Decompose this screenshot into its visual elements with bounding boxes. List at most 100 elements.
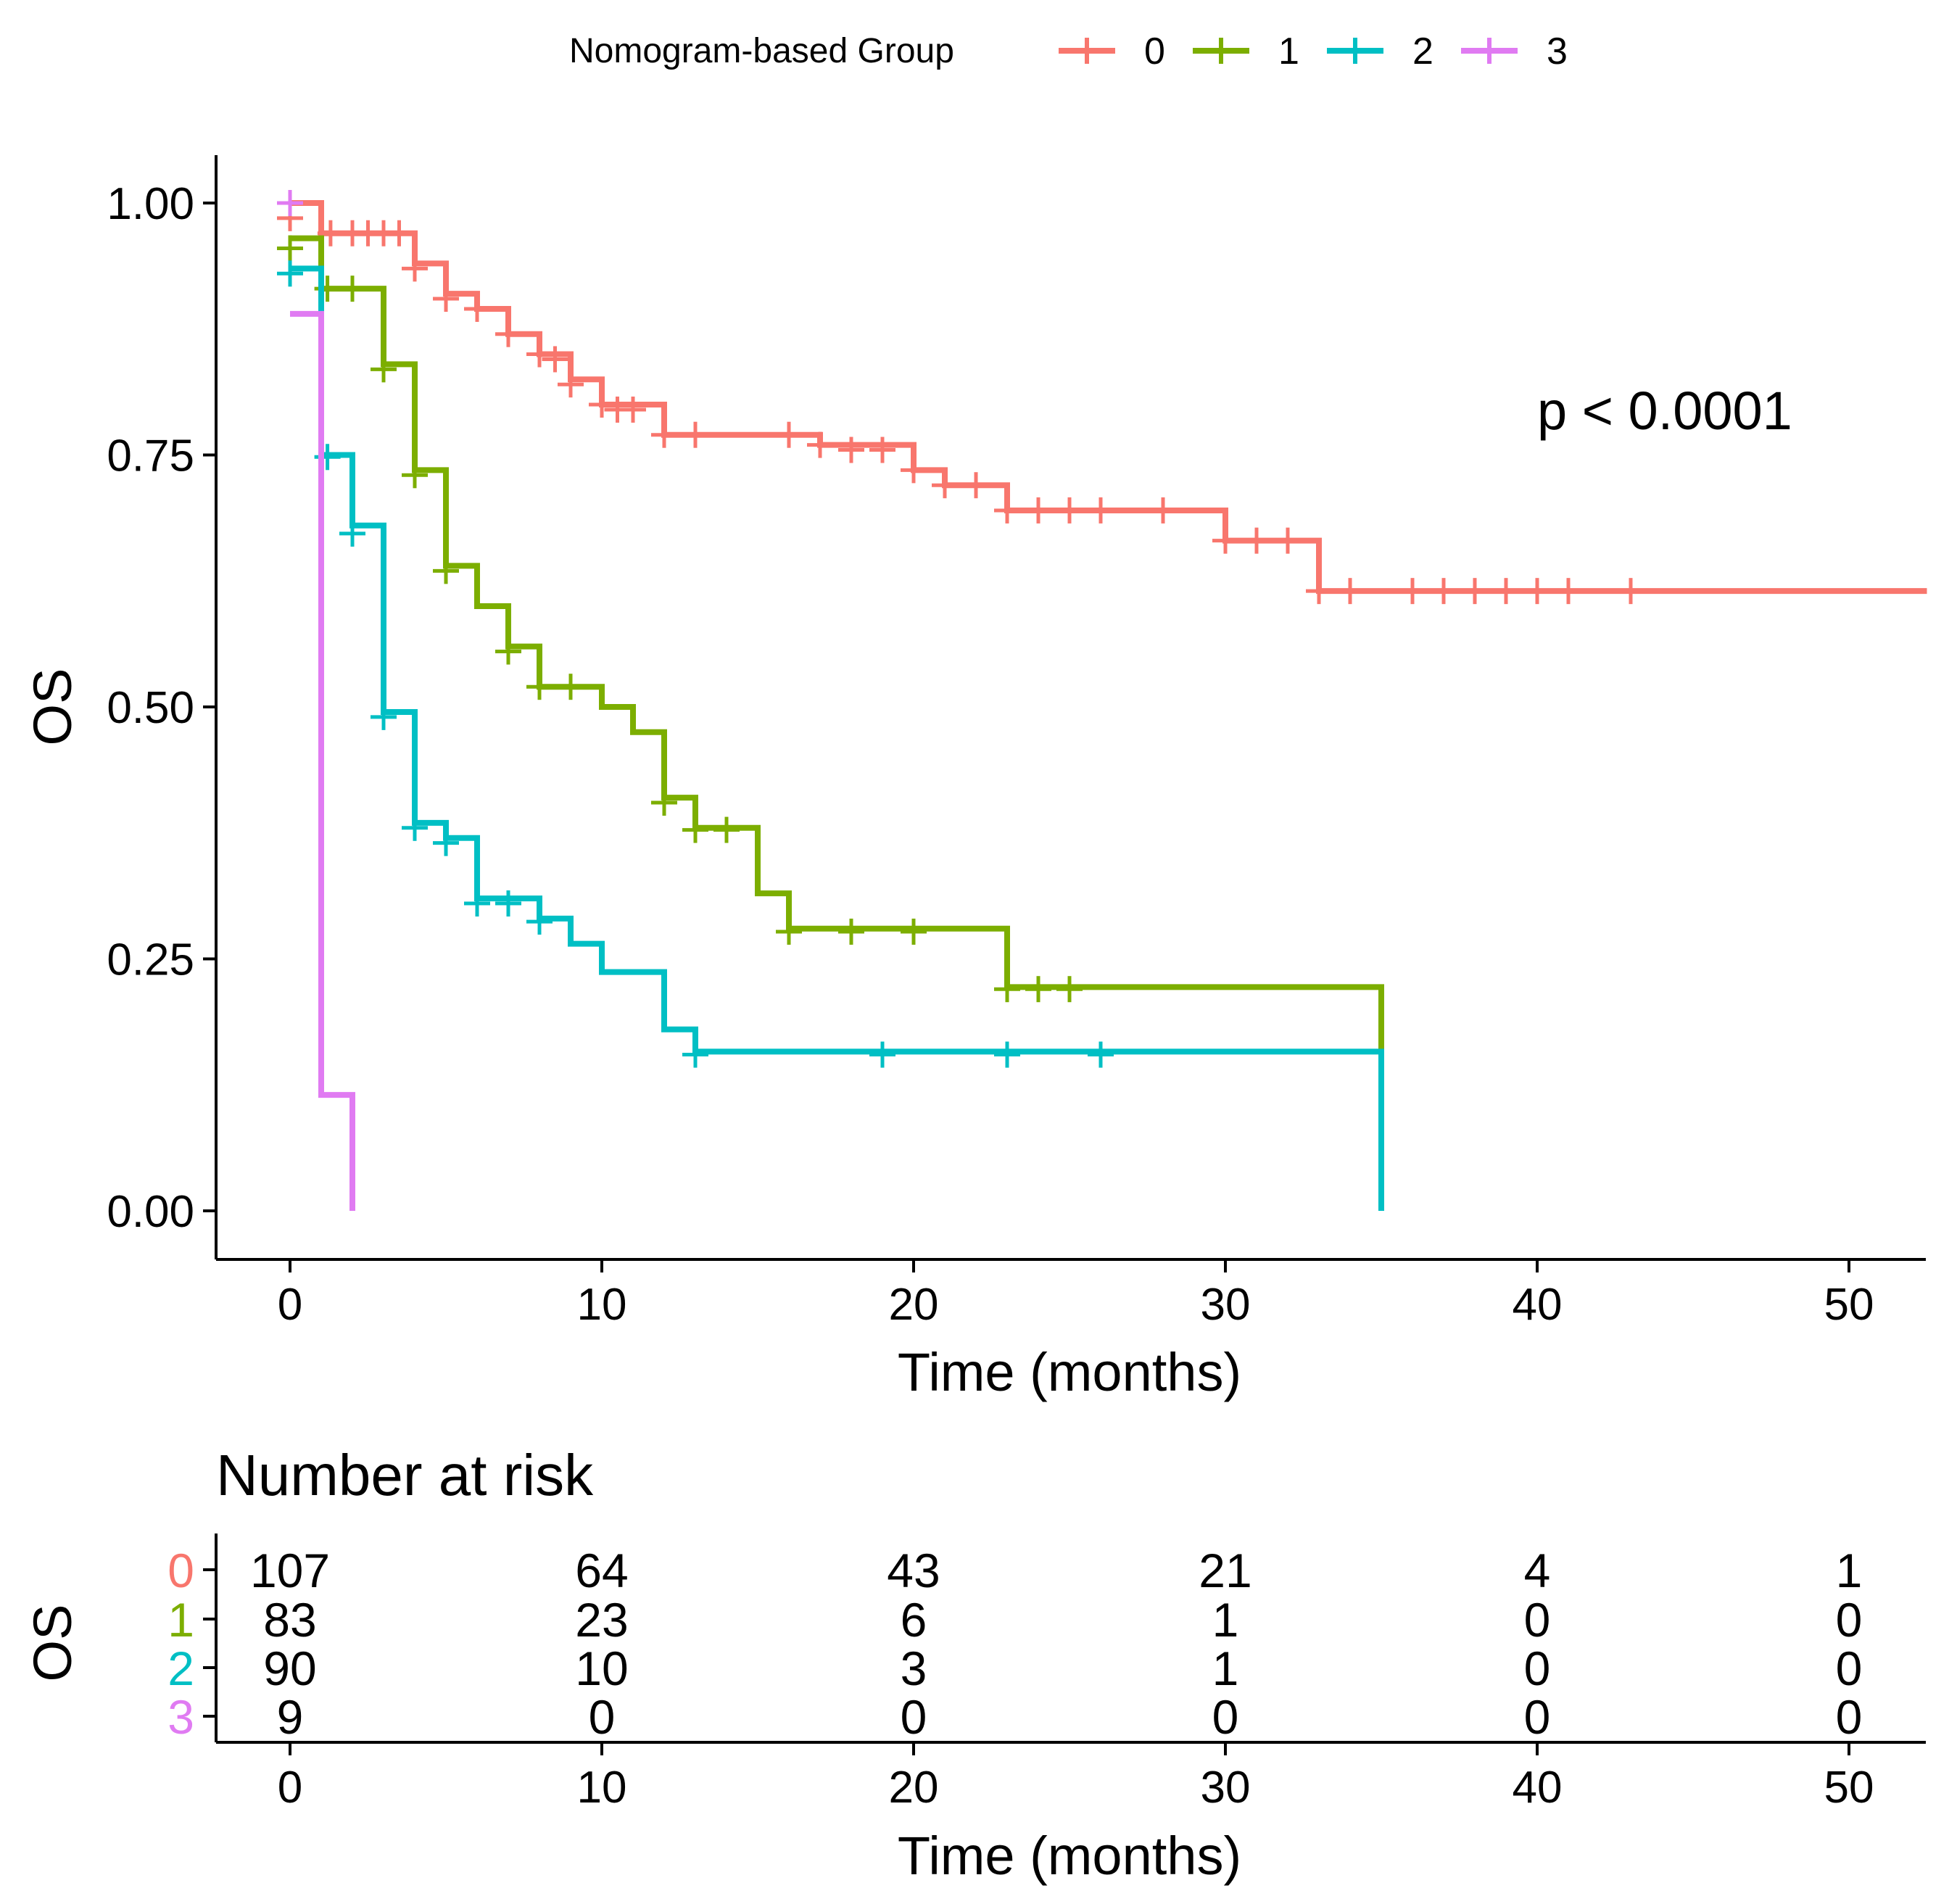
censor-mark-1: [277, 235, 303, 262]
censor-mark-0: [464, 295, 490, 322]
censor-mark-0: [1493, 578, 1519, 605]
censor-mark-2: [1088, 1041, 1114, 1068]
series-2: [277, 260, 1384, 1211]
risk-count: 0: [1524, 1593, 1551, 1647]
censor-mark-1: [526, 674, 553, 700]
censor-mark-0: [589, 392, 615, 418]
censor-mark-0: [901, 457, 927, 484]
risk-count: 83: [263, 1593, 316, 1647]
risk-count: 9: [277, 1690, 304, 1744]
risk-count: 4: [1524, 1544, 1551, 1597]
censor-mark-0: [651, 421, 677, 448]
series-0: [277, 200, 1927, 605]
censor-mark-0: [1088, 497, 1114, 523]
legend-label-0: 0: [1144, 30, 1165, 73]
censor-mark-2: [526, 908, 553, 935]
risk-count: 107: [250, 1544, 330, 1597]
censor-mark-2: [433, 829, 459, 856]
censor-mark-2: [682, 1041, 708, 1068]
x-tick-label: 40: [1513, 1280, 1563, 1330]
censor-mark-0: [1275, 527, 1301, 554]
censor-mark-0: [1337, 578, 1363, 605]
censor-mark-1: [651, 790, 677, 816]
censor-mark-0: [558, 371, 584, 398]
censor-mark-1: [1025, 976, 1051, 1003]
censor-mark-1: [558, 674, 584, 700]
x-tick-label: 20: [889, 1280, 939, 1330]
legend-label-1: 1: [1278, 30, 1299, 73]
risk-count: 90: [263, 1642, 316, 1695]
risk-count: 1: [1836, 1544, 1863, 1597]
censor-mark-2: [869, 1041, 895, 1068]
censor-mark-2: [495, 890, 521, 917]
risk-count: 0: [901, 1690, 927, 1744]
legend-label-3: 3: [1547, 30, 1568, 73]
censor-mark-0: [776, 421, 802, 448]
censor-mark-3: [277, 190, 303, 216]
censor-mark-0: [1618, 578, 1644, 605]
censor-mark-1: [838, 918, 864, 945]
censor-mark-0: [932, 472, 958, 499]
censor-mark-0: [1555, 578, 1581, 605]
risk-x-tick-label: 0: [278, 1763, 302, 1813]
y-tick-label: 0.50: [107, 683, 194, 733]
risk-x-tick-label: 20: [889, 1763, 939, 1813]
censor-mark-0: [682, 421, 708, 448]
risk-count: 1: [1212, 1593, 1239, 1647]
censor-mark-0: [963, 472, 989, 499]
censor-mark-0: [620, 396, 646, 423]
censor-mark-1: [682, 816, 708, 843]
risk-table-title: Number at risk: [216, 1443, 594, 1507]
censor-mark-1: [713, 816, 740, 843]
risk-count: 1: [1212, 1642, 1239, 1695]
p-value-annotation: p < 0.0001: [1537, 381, 1792, 441]
x-tick-label: 50: [1824, 1280, 1874, 1330]
censor-mark-1: [339, 276, 365, 302]
censor-mark-0: [402, 255, 428, 282]
y-axis-title: OS: [22, 669, 83, 746]
risk-count: 0: [1836, 1690, 1863, 1744]
risk-count: 6: [901, 1593, 927, 1647]
legend-label-2: 2: [1412, 30, 1433, 73]
censor-mark-0: [1212, 527, 1238, 554]
y-tick-label: 1.00: [107, 179, 194, 229]
risk-row-label-3: 3: [167, 1690, 194, 1744]
censor-mark-0: [1524, 578, 1550, 605]
legend-title: Nomogram-based Group: [569, 32, 954, 70]
risk-count: 0: [1836, 1642, 1863, 1695]
censor-mark-1: [433, 558, 459, 584]
risk-count: 0: [589, 1690, 616, 1744]
censor-mark-0: [838, 436, 864, 463]
risk-x-tick-label: 40: [1513, 1763, 1563, 1813]
risk-x-tick-label: 30: [1201, 1763, 1251, 1813]
censor-mark-0: [1025, 497, 1051, 523]
x-axis-title: Time (months): [898, 1342, 1241, 1402]
censor-mark-0: [1056, 497, 1083, 523]
risk-x-axis-title: Time (months): [898, 1826, 1241, 1886]
survival-curve-1: [290, 235, 1384, 1050]
censor-mark-2: [464, 890, 490, 917]
risk-count: 0: [1212, 1690, 1239, 1744]
censor-mark-0: [495, 320, 521, 347]
series-3: [277, 190, 355, 1211]
censor-mark-0: [1431, 578, 1457, 605]
censor-mark-1: [402, 462, 428, 489]
y-tick-label: 0.25: [107, 935, 194, 985]
censor-mark-1: [901, 918, 927, 945]
x-tick-label: 10: [577, 1280, 627, 1330]
censor-mark-0: [807, 431, 833, 458]
censor-mark-0: [433, 286, 459, 312]
censor-mark-2: [277, 260, 303, 287]
censor-mark-0: [869, 436, 895, 463]
y-tick-label: 0.75: [107, 431, 194, 481]
risk-count: 0: [1836, 1593, 1863, 1647]
censor-mark-0: [1399, 578, 1426, 605]
censor-mark-1: [1056, 976, 1083, 1003]
x-tick-label: 30: [1201, 1280, 1251, 1330]
risk-row-label-2: 2: [167, 1642, 194, 1695]
censor-mark-1: [994, 976, 1020, 1003]
risk-count: 21: [1199, 1544, 1251, 1597]
x-tick-label: 0: [278, 1280, 302, 1330]
